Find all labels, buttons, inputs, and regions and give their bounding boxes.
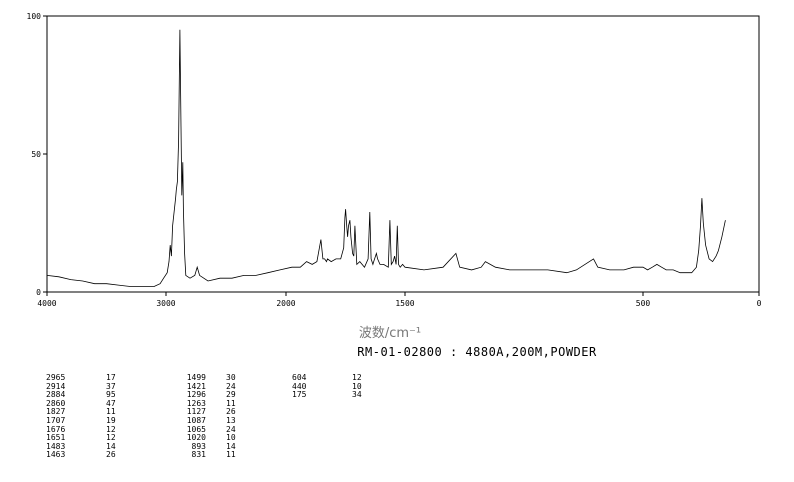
peak-row: 2860 47: [46, 398, 136, 409]
peak-row: 831 11: [168, 451, 256, 460]
peak-intensity: 12: [106, 424, 116, 434]
peak-wavenumber: 1421: [186, 381, 206, 391]
peak-row: 1483 14: [46, 441, 136, 452]
x-tick-label: 2000: [276, 299, 295, 308]
peak-intensity: 11: [106, 407, 116, 417]
peak-wavenumber: 1483: [46, 441, 66, 451]
peak-table-col-2: 1499 30 1421 24 1296 29 1263 11 1127 26 1087 13 1065…: [168, 373, 256, 460]
peak-wavenumber: 1127: [186, 407, 206, 417]
peak-wavenumber: 175: [292, 390, 307, 400]
peak-wavenumber: 1263: [186, 398, 206, 408]
peak-row: 1020 10: [168, 434, 256, 443]
peak-wavenumber: 1463: [46, 450, 66, 460]
peak-intensity: 19: [106, 415, 116, 425]
x-tick-label: 1500: [395, 299, 414, 308]
peak-intensity: 95: [106, 390, 116, 400]
peak-intensity: 26: [106, 450, 116, 460]
peak-wavenumber: 1651: [46, 433, 66, 443]
x-tick-label: 500: [636, 299, 651, 308]
peak-intensity: 11: [226, 398, 236, 408]
peak-wavenumber: 2860: [46, 398, 66, 408]
peak-row: 1676 12: [46, 424, 136, 435]
peak-row: 1087 13: [168, 415, 256, 426]
peak-wavenumber: 1827: [46, 407, 66, 417]
peak-wavenumber: 2884: [46, 390, 66, 400]
peak-intensity: 14: [226, 441, 236, 451]
peak-intensity: 26: [226, 407, 236, 417]
peak-table-col-1: 2965 17 2914 37 2884 95 2860 47 1827 11 1707 19 1676…: [46, 373, 136, 460]
peak-row: 440 10: [292, 381, 382, 392]
peak-intensity: 29: [226, 390, 236, 400]
x-tick-label: 4000: [37, 299, 56, 308]
peak-row: 175 34: [292, 391, 382, 400]
peak-row: 1421 24: [168, 381, 256, 392]
x-axis-label: 波数/cm⁻¹: [358, 326, 422, 341]
peak-intensity: 17: [106, 373, 116, 382]
peak-row: 1707 19: [46, 415, 136, 426]
peak-row: 2884 95: [46, 391, 136, 400]
sample-title: RM-01-02800 : 4880A,200M,POWDER: [357, 345, 597, 359]
peak-intensity: 37: [106, 381, 116, 391]
peak-wavenumber: 2965: [46, 373, 66, 382]
peak-intensity: 10: [226, 433, 236, 443]
peak-wavenumber: 440: [292, 381, 307, 391]
x-axis-ticks: 4000 3000 2000 1500 500 0: [37, 292, 762, 308]
spectrum-line: [46, 29, 726, 287]
peak-wavenumber: 604: [292, 373, 307, 382]
peak-wavenumber: 1676: [46, 424, 66, 434]
peak-row: 893 14: [168, 441, 256, 452]
peak-intensity: 10: [352, 381, 362, 391]
y-tick-label: 0: [36, 288, 41, 297]
peak-row: 1263 11: [168, 398, 256, 409]
peak-intensity: 24: [226, 381, 236, 391]
peak-row: 604 12: [292, 373, 382, 383]
y-axis-ticks: 100 50 0: [27, 12, 47, 297]
peak-intensity: 34: [352, 390, 362, 400]
peak-intensity: 12: [352, 373, 362, 382]
x-tick-label: 3000: [156, 299, 175, 308]
peak-row: 2914 37: [46, 381, 136, 392]
peak-table-col-3: 604 12 440 10 175 34: [292, 373, 382, 400]
peak-wavenumber: 1296: [186, 390, 206, 400]
peak-intensity: 11: [226, 450, 236, 460]
peak-row: 1499 30: [168, 373, 256, 383]
peak-intensity: 24: [226, 424, 236, 434]
peak-wavenumber: 2914: [46, 381, 66, 391]
y-tick-label: 100: [27, 12, 42, 21]
peak-row: 1463 26: [46, 451, 136, 460]
peak-wavenumber: 893: [191, 441, 206, 451]
peak-row: 1127 26: [168, 408, 256, 417]
peak-wavenumber: 1020: [186, 433, 206, 443]
peak-intensity: 13: [226, 415, 236, 425]
x-tick-label: 0: [757, 299, 762, 308]
peak-wavenumber: 1065: [186, 424, 206, 434]
peak-row: 1827 11: [46, 408, 136, 417]
peak-wavenumber: 1499: [186, 373, 206, 382]
peak-row: 2965 17: [46, 373, 136, 383]
peak-row: 1296 29: [168, 391, 256, 400]
plot-frame: [46, 15, 760, 293]
peak-row: 1651 12: [46, 434, 136, 443]
peak-wavenumber: 831: [191, 450, 206, 460]
peak-intensity: 12: [106, 433, 116, 443]
peak-intensity: 47: [106, 398, 116, 408]
y-tick-label: 50: [31, 150, 41, 159]
peak-wavenumber: 1087: [186, 415, 206, 425]
peak-intensity: 30: [226, 373, 236, 382]
peak-row: 1065 24: [168, 424, 256, 435]
peak-wavenumber: 1707: [46, 415, 66, 425]
peak-intensity: 14: [106, 441, 116, 451]
